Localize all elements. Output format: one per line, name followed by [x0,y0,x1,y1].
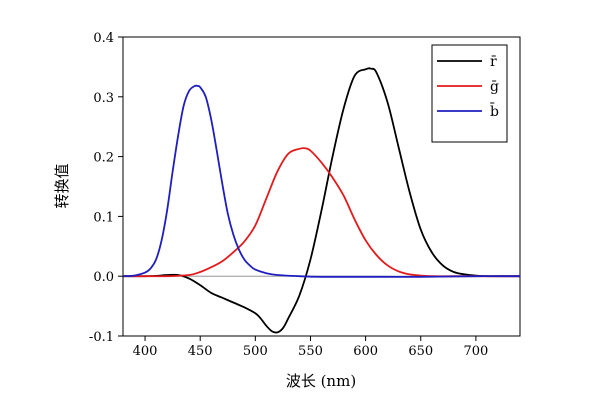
y-tick-label: 0.0 [93,270,114,285]
plot-area [122,36,521,337]
y-tick-label: -0.1 [89,330,114,345]
legend-label-g: ḡ [490,79,499,95]
y-tick-label: 0.4 [93,31,114,46]
x-tick-label: 650 [408,344,433,359]
legend-label-b: b̄ [490,102,499,120]
legend-label-r: r̄ [490,54,497,70]
legend: r̄ ḡ b̄ [431,44,508,143]
y-tick-label: 0.2 [93,151,114,166]
legend-items: r̄ ḡ b̄ [437,54,499,120]
series-line-g [122,147,520,278]
x-axis: 400 450 500 550 600 650 700 [133,336,488,359]
x-tick-label: 600 [353,344,378,359]
series-layer [122,67,521,334]
x-tick-label: 400 [133,344,158,359]
y-tick-label: 0.3 [93,91,114,106]
x-tick-label: 500 [243,344,268,359]
series-line-r [122,67,520,334]
y-axis: -0.1 0.0 0.1 0.2 0.3 0.4 [89,31,123,345]
series-line-b [122,84,521,278]
x-tick-label: 550 [298,344,323,359]
y-tick-label: 0.1 [93,210,114,225]
plot-frame [122,36,521,337]
y-axis-label: 转换值 [53,163,71,208]
x-tick-label: 700 [463,344,488,359]
x-axis-label: 波长 (nm) [286,372,356,390]
x-tick-label: 450 [188,344,213,359]
